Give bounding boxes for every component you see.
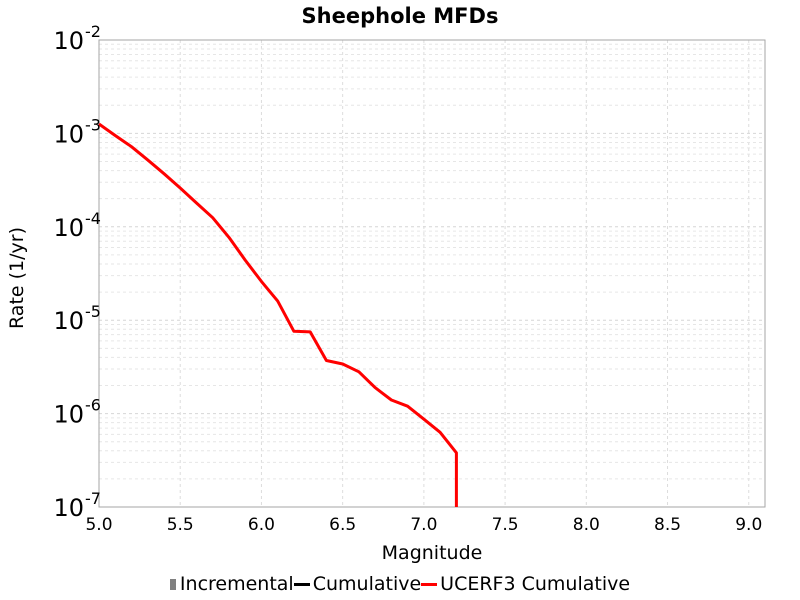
plot-border: [98, 39, 766, 508]
x-tick-label: 6.5: [329, 515, 356, 535]
x-tick-label: 7.0: [410, 515, 437, 535]
chart-title: Sheephole MFDs: [302, 4, 499, 28]
legend-label-incremental: Incremental: [179, 573, 294, 595]
y-tick-exponent: -5: [85, 302, 101, 321]
legend-item-ucerf3-cumulative: UCERF3 Cumulative: [421, 573, 630, 595]
x-tick-label: 5.0: [85, 515, 112, 535]
y-tick-base: 10: [53, 307, 84, 335]
series-line-ucerf3-cumulative: [98, 122, 458, 507]
y-tick-labels: 10-210-310-410-510-610-7: [53, 22, 101, 522]
legend-swatch-incremental: [169, 578, 176, 590]
x-tick-label: 7.5: [492, 515, 519, 535]
y-tick-label: 10 -3: [53, 115, 101, 148]
legend-label-ucerf3-cumulative: UCERF3 Cumulative: [440, 573, 631, 595]
y-tick-exponent: -7: [85, 489, 101, 508]
legend: Incremental Cumulative UCERF3 Cumulative: [0, 570, 800, 598]
legend-swatch-cumulative: [293, 582, 310, 586]
grid: [98, 40, 765, 508]
legend-label-cumulative: Cumulative: [312, 573, 422, 595]
y-tick-label: 10 -4: [53, 209, 101, 242]
x-axis-label: Magnitude: [382, 542, 483, 564]
y-tick-base: 10: [53, 120, 84, 148]
y-tick-base: 10: [53, 401, 84, 429]
x-tick-label: 6.0: [248, 515, 275, 535]
y-tick-label: 10 -5: [53, 302, 101, 335]
series-layer: [98, 122, 458, 507]
y-tick-label: 10 -2: [53, 22, 101, 55]
y-tick-label: 10 -6: [53, 396, 101, 429]
legend-item-cumulative: Cumulative: [293, 573, 422, 595]
x-tick-labels: 5.0 5.5 6.0 6.5 7.0 7.5 8.0 8.5 9.0: [85, 515, 762, 535]
legend-item-incremental: Incremental: [169, 573, 294, 595]
y-tick-label: 10 -7: [53, 489, 101, 522]
x-tick-label: 5.5: [167, 515, 194, 535]
y-tick-base: 10: [53, 214, 84, 242]
y-tick-exponent: -6: [85, 396, 101, 415]
y-tick-exponent: -3: [85, 115, 101, 134]
x-tick-label: 9.0: [735, 515, 762, 535]
x-tick-label: 8.5: [654, 515, 681, 535]
y-tick-base: 10: [53, 27, 84, 55]
y-tick-exponent: -2: [85, 22, 101, 41]
x-tick-label: 8.0: [573, 515, 600, 535]
plot-background: [99, 40, 765, 507]
y-axis-label: Rate (1/yr): [6, 227, 28, 329]
legend-swatch-ucerf3-cumulative: [421, 582, 438, 586]
y-tick-base: 10: [53, 494, 84, 522]
y-tick-exponent: -4: [85, 209, 101, 228]
